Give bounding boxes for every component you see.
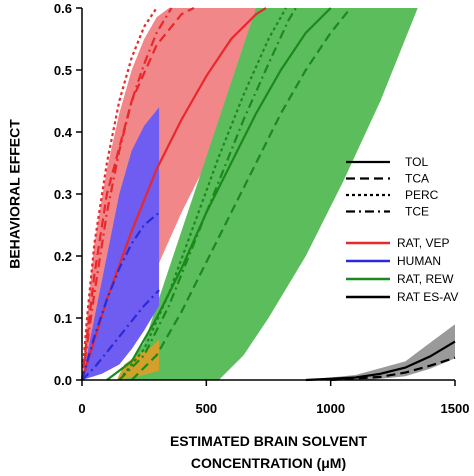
legend-label-perc: PERC bbox=[405, 188, 439, 202]
legend-label-tca: TCA bbox=[405, 172, 429, 186]
band-rat-es-av bbox=[305, 324, 455, 380]
y-axis-title: BEHAVIORAL EFFECT bbox=[7, 119, 23, 269]
series-line-rat-vep-tce bbox=[80, 7, 173, 381]
bands-layer bbox=[82, 8, 455, 380]
series-line-rat-rew-tca bbox=[130, 7, 352, 381]
x-tick-label-1500: 1500 bbox=[441, 401, 470, 416]
y-tick-label-0.5: 0.5 bbox=[54, 63, 72, 78]
y-tick-label-0.1: 0.1 bbox=[54, 311, 72, 326]
legend-label-human: HUMAN bbox=[397, 254, 441, 268]
x-axis-title-line1: ESTIMATED BRAIN SOLVENT bbox=[170, 433, 367, 449]
ticks-layer: 0 500 1000 1500 0.0 0.1 0.2 0.3 0.4 0.5 0.6 bbox=[54, 1, 470, 416]
series-line-rat-es-av-tca bbox=[330, 356, 456, 382]
x-axis-title-line2: CONCENTRATION (μM) bbox=[191, 455, 346, 471]
y-tick-label-0.6: 0.6 bbox=[54, 1, 72, 16]
series-line-human-tce bbox=[80, 211, 160, 381]
y-tick-label-0.2: 0.2 bbox=[54, 249, 72, 264]
x-tick-label-1000: 1000 bbox=[316, 401, 345, 416]
legend: TOL TCA PERC TCE RAT, VEP HUMAN RAT, REW RAT ES… bbox=[346, 155, 458, 304]
x-tick-label-500: 500 bbox=[195, 401, 217, 416]
legend-label-rat-es-av: RAT ES-AV bbox=[397, 290, 458, 304]
legend-label-rat-vep: RAT, VEP bbox=[397, 236, 449, 250]
x-tick-label-0: 0 bbox=[78, 401, 85, 416]
series-line-rat-vep-tca bbox=[80, 7, 195, 381]
series-line-rat-rew-perc bbox=[118, 7, 287, 381]
series-line-rat-vep-perc bbox=[80, 7, 158, 381]
y-tick-label-0.0: 0.0 bbox=[54, 373, 72, 388]
legend-label-rat-rew: RAT, REW bbox=[397, 272, 454, 286]
legend-label-tce: TCE bbox=[405, 205, 429, 219]
legend-label-tol: TOL bbox=[405, 155, 428, 169]
y-tick-label-0.3: 0.3 bbox=[54, 187, 72, 202]
series-layer bbox=[80, 7, 456, 382]
series-line-human-tca bbox=[81, 289, 160, 381]
series-line-rat-rew-tol bbox=[106, 7, 332, 381]
y-tick-label-0.4: 0.4 bbox=[54, 125, 73, 140]
series-line-rat-rew-tce bbox=[118, 7, 297, 381]
